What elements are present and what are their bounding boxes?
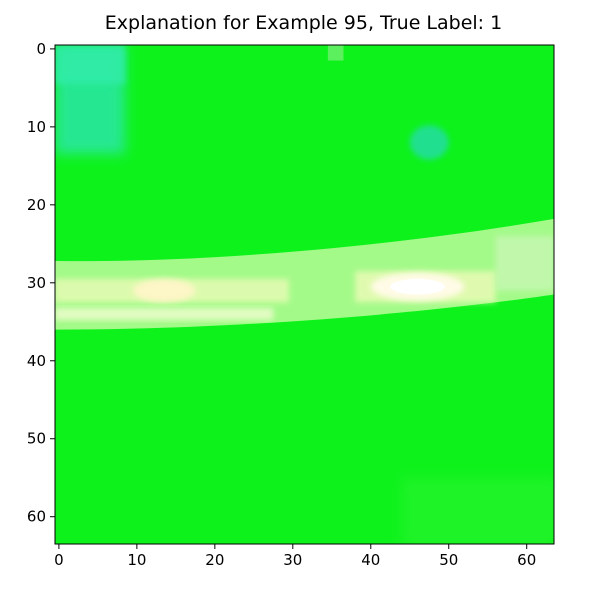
- heatmap-light-region: [401, 477, 554, 544]
- y-tick-label: 0: [36, 40, 46, 58]
- heatmap-image: [55, 45, 554, 544]
- y-axis: 0 10 20 30 40 50 60: [27, 40, 55, 526]
- heatmap-bright-spot-left: [132, 278, 196, 303]
- x-tick-label: 20: [205, 551, 224, 569]
- heatmap-cyan-spot: [409, 125, 449, 160]
- y-tick-label: 30: [27, 274, 46, 292]
- heatmap-bright-spot-right-core: [390, 278, 445, 295]
- y-tick-label: 60: [27, 508, 46, 526]
- y-tick-label: 50: [27, 430, 46, 448]
- x-tick-label: 10: [127, 551, 146, 569]
- heatmap-top-strip: [327, 45, 344, 61]
- x-tick-label: 40: [361, 551, 380, 569]
- x-tick-label: 60: [517, 551, 536, 569]
- chart-title: Explanation for Example 95, True Label: …: [104, 12, 503, 34]
- y-tick-label: 10: [27, 118, 46, 136]
- heatmap-cyan-patch-top: [55, 45, 126, 84]
- y-tick-label: 40: [27, 352, 46, 370]
- x-axis: 0 10 20 30 40 50 60: [54, 544, 536, 569]
- heatmap-band-lower-stripe: [55, 307, 274, 321]
- axes-frame: [54, 44, 555, 545]
- x-tick-label: 30: [283, 551, 302, 569]
- x-tick-label: 50: [439, 551, 458, 569]
- y-tick-label: 20: [27, 196, 46, 214]
- x-tick-label: 0: [54, 551, 64, 569]
- heatmap-band-right-tint: [495, 236, 554, 291]
